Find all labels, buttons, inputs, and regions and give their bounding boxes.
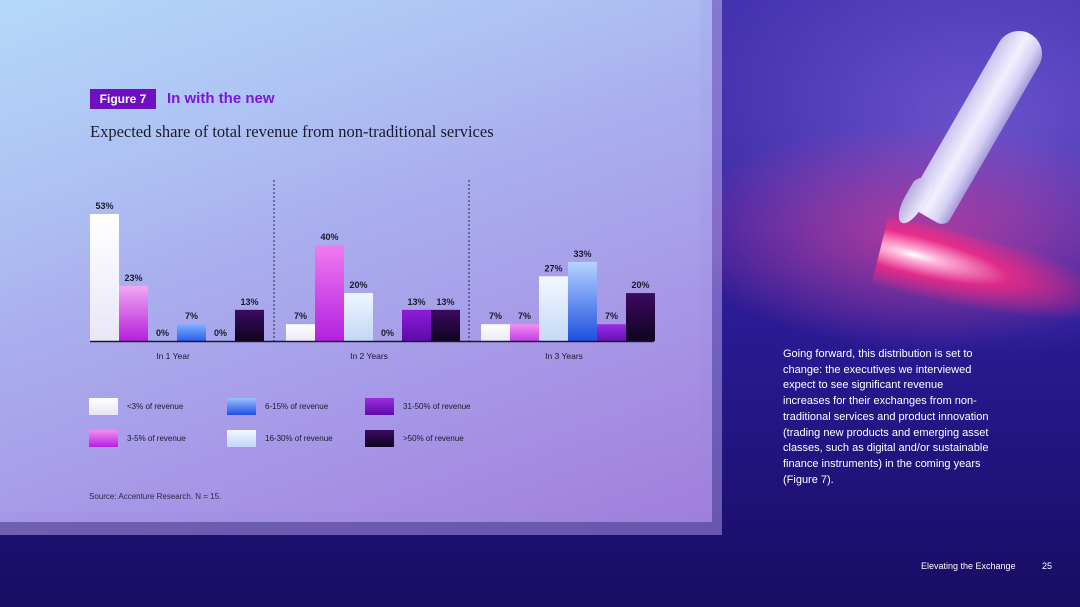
bar [510, 324, 539, 341]
bar [235, 309, 264, 341]
data-label: 23% [124, 273, 142, 283]
bar [597, 324, 626, 341]
bar [119, 285, 148, 341]
legend-label: >50% of revenue [403, 434, 464, 443]
legend-swatch [365, 430, 394, 447]
legend-label: 3-5% of revenue [127, 434, 186, 443]
category-label: In 2 Years [350, 351, 388, 361]
legend-item: 6-15% of revenue [227, 398, 328, 415]
bar [90, 214, 119, 341]
data-label: 7% [294, 311, 307, 321]
legend-item: 31-50% of revenue [365, 398, 471, 415]
category-label: In 1 Year [156, 351, 190, 361]
chart-legend: <3% of revenue 6-15% of revenue 31-50% of … [89, 398, 509, 448]
footer-title: Elevating the Exchange [921, 561, 1016, 571]
legend-label: 16-30% of revenue [265, 434, 333, 443]
legend-item: >50% of revenue [365, 430, 464, 447]
legend-swatch [365, 398, 394, 415]
category-label: In 3 Years [545, 351, 583, 361]
legend-swatch [89, 430, 118, 447]
legend-label: 31-50% of revenue [403, 402, 471, 411]
legend-swatch [227, 430, 256, 447]
legend-label: <3% of revenue [127, 402, 184, 411]
data-label: 0% [381, 328, 394, 338]
bar [626, 293, 655, 341]
data-label: 7% [605, 311, 618, 321]
bar [539, 276, 568, 341]
data-label: 33% [573, 249, 591, 259]
data-label: 40% [320, 232, 338, 242]
data-label: 27% [544, 263, 562, 273]
bar-chart: 53% 23% 0% 7% 0% 13% 7% 40% 20% 0% 13% 13% 7% 7% 27% 33… [90, 180, 655, 361]
bar [402, 309, 431, 341]
legend-item: 3-5% of revenue [89, 430, 186, 447]
bar [315, 245, 344, 341]
bar [344, 293, 373, 341]
body-paragraph: Going forward, this distribution is set … [783, 348, 989, 486]
data-label: 20% [349, 280, 367, 290]
data-label: 53% [95, 201, 113, 211]
figure-heading: In with the new [167, 90, 275, 107]
legend-item: <3% of revenue [89, 398, 183, 415]
source-note: Source: Accenture Research. N = 15. [89, 492, 222, 501]
data-label: 7% [185, 311, 198, 321]
data-label: 0% [156, 328, 169, 338]
bar [286, 324, 315, 341]
data-label: 13% [240, 297, 258, 307]
legend-item: 16-30% of revenue [227, 430, 333, 447]
chart-title: Expected share of total revenue from non… [90, 122, 494, 141]
bar [568, 261, 597, 341]
data-label: 7% [518, 311, 531, 321]
data-label: 20% [631, 280, 649, 290]
page-number: 25 [1042, 561, 1053, 571]
bar [431, 309, 460, 341]
legend-swatch [89, 398, 118, 415]
bar [177, 324, 206, 341]
data-label: 13% [407, 297, 425, 307]
data-label: 0% [214, 328, 227, 338]
legend-swatch [227, 398, 256, 415]
bar [481, 324, 510, 341]
legend-label: 6-15% of revenue [265, 402, 329, 411]
figure-badge: Figure 7 [90, 89, 156, 109]
data-label: 13% [436, 297, 454, 307]
data-label: 7% [489, 311, 502, 321]
